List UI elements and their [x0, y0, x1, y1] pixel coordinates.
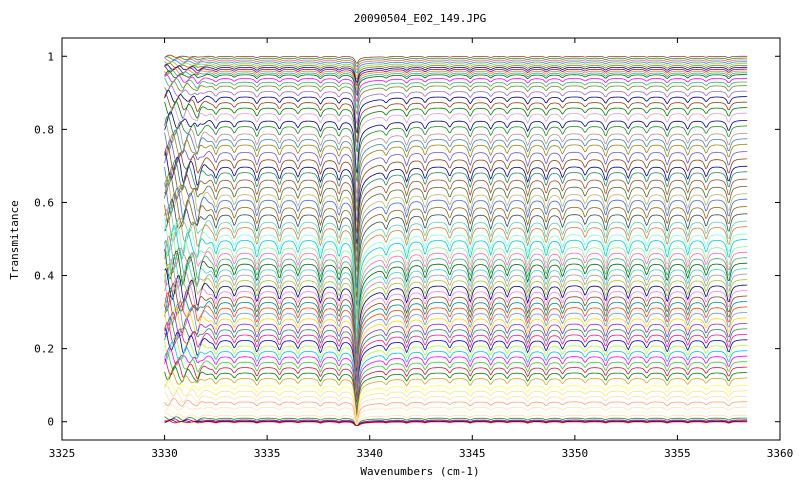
spectrum-line — [164, 65, 748, 87]
spectrum-line — [164, 351, 748, 413]
spectrum-line — [164, 217, 748, 329]
spectrum-line — [164, 69, 748, 94]
spectrum-line — [164, 365, 748, 416]
spectrum-line — [164, 57, 748, 71]
spectrum-line — [164, 68, 748, 90]
spectrum-line — [164, 248, 748, 356]
spectrum-line — [164, 145, 748, 234]
series-layer — [164, 54, 748, 426]
spectrum-line — [164, 341, 748, 409]
spectrum-line — [164, 391, 748, 424]
x-tick-label: 3360 — [767, 447, 794, 460]
spectrum-line — [164, 199, 748, 307]
spectrum-line — [164, 56, 748, 68]
spectrum-line — [164, 111, 748, 174]
spectrum-line — [164, 420, 748, 426]
spectrum-line — [164, 62, 748, 81]
y-tick-label: 1 — [47, 50, 54, 63]
spectrum-line — [164, 225, 748, 334]
spectrum-line — [164, 292, 748, 388]
y-tick-label: 0.8 — [34, 123, 54, 136]
spectrum-line — [164, 204, 748, 315]
spectrum-line — [164, 77, 748, 110]
y-tick-label: 0 — [47, 416, 54, 429]
spectrum-line — [164, 416, 748, 426]
spectrum-line — [164, 263, 748, 369]
spectrum-line — [164, 379, 748, 421]
spectrum-line — [164, 160, 748, 252]
y-tick-label: 0.2 — [34, 343, 54, 356]
spectrum-line — [164, 336, 748, 406]
x-tick-label: 3330 — [151, 447, 178, 460]
spectrum-line — [164, 192, 748, 298]
spectrum-line — [164, 151, 748, 245]
spectrum-line — [164, 177, 748, 282]
axis-layer: 3325 3330 3335 3340 3345 3350 3355 3360 0 0.2 0.4 0… — [34, 38, 793, 460]
x-tick-label: 3325 — [49, 447, 76, 460]
spectrum-line — [164, 258, 748, 365]
spectrum-line — [164, 287, 748, 384]
spectrum-line — [164, 316, 748, 399]
spectrum-line — [164, 322, 748, 402]
spectrum-line — [164, 73, 748, 103]
spectrum-line — [164, 101, 748, 153]
spectrum-line — [164, 61, 748, 77]
spectrum-line — [164, 94, 748, 143]
spectrum-line — [164, 171, 748, 272]
y-tick-label: 0.6 — [34, 196, 54, 209]
spectrum-line — [164, 209, 748, 321]
spectrum-line — [164, 89, 748, 134]
spectrum-line — [164, 268, 748, 373]
spectrum-line — [164, 418, 748, 426]
spectrum-line — [164, 239, 748, 352]
spectrum-line — [164, 278, 748, 377]
x-tick-label: 3355 — [664, 447, 691, 460]
spectrum-line — [164, 384, 748, 423]
spectrum-line — [164, 133, 748, 212]
spectrum-line — [164, 282, 748, 381]
chart-title: 20090504_E02_149.JPG — [354, 12, 486, 25]
spectrum-line — [164, 254, 748, 361]
spectrum-line — [164, 182, 748, 289]
spectrum-line — [164, 346, 748, 411]
spectrum-line — [164, 165, 748, 263]
spectrum-line — [164, 105, 748, 162]
y-tick-label: 0.4 — [34, 270, 54, 283]
spectrum-line — [164, 398, 748, 425]
spectrum-line — [164, 64, 748, 84]
spectrum-line — [164, 419, 748, 426]
spectrum-line — [164, 54, 748, 64]
x-tick-label: 3340 — [356, 447, 383, 460]
spectrum-line — [164, 297, 748, 391]
spectrum-line — [164, 403, 748, 426]
spectrum-line — [164, 327, 748, 404]
spectrum-line — [164, 311, 748, 397]
spectrum-line — [164, 412, 748, 426]
spectrum-line — [164, 129, 748, 203]
spectrum-line — [164, 70, 748, 97]
x-tick-label: 3335 — [254, 447, 281, 460]
spectrum-line — [164, 235, 748, 347]
y-axis-label: Transmitance — [8, 200, 21, 279]
spectrum-line — [164, 115, 748, 183]
x-axis-label: Wavenumbers (cm-1) — [360, 465, 479, 478]
spectrum-line — [164, 85, 748, 126]
spectrum-line — [164, 80, 748, 116]
x-tick-label: 3350 — [562, 447, 589, 460]
spectrum-line — [164, 139, 748, 223]
spectrum-line — [164, 230, 748, 342]
spectrum-line — [164, 121, 748, 194]
plot-frame — [61, 37, 781, 441]
spectrum-line — [164, 371, 748, 418]
x-tick-label: 3345 — [459, 447, 486, 460]
spectrum-line — [164, 358, 748, 414]
spectrum-line — [164, 59, 748, 74]
spectrum-line — [164, 306, 748, 394]
spectrum-line — [164, 408, 748, 426]
